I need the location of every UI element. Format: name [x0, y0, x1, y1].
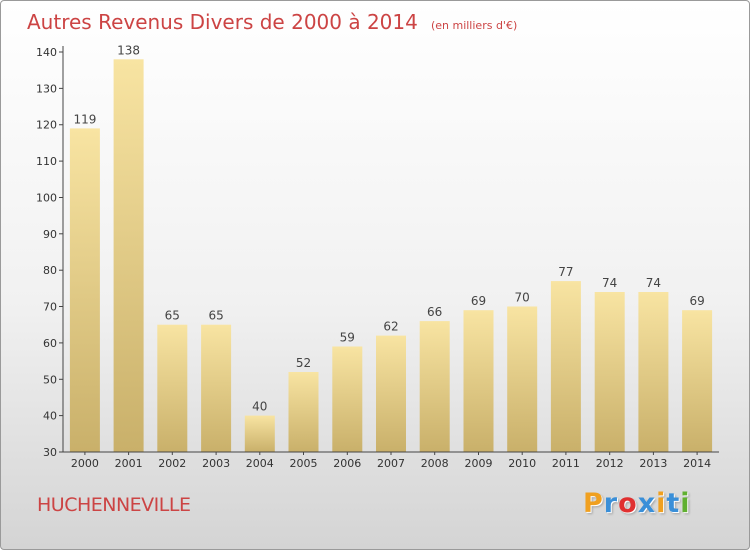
data-label-2010: 70 [515, 291, 530, 305]
bar-2004 [244, 415, 275, 452]
chart-subtitle: (en milliers d'€) [431, 19, 517, 32]
proxiti-logo: Proxiti [583, 488, 691, 519]
y-tick-label-60: 60 [43, 337, 57, 350]
data-label-2006: 59 [340, 331, 355, 345]
data-label-2009: 69 [471, 294, 486, 308]
y-tick-label-80: 80 [43, 264, 57, 277]
y-tick-label-90: 90 [43, 228, 57, 241]
logo-letter: P [583, 488, 604, 519]
x-tick-label-2006: 2006 [333, 457, 361, 470]
data-label-2007: 62 [383, 320, 398, 334]
data-label-2011: 77 [558, 265, 573, 279]
x-tick-label-2012: 2012 [596, 457, 624, 470]
x-tick-label-2014: 2014 [683, 457, 711, 470]
x-tick-label-2007: 2007 [377, 457, 405, 470]
data-label-2012: 74 [602, 276, 617, 290]
logo-letter: t [666, 488, 681, 519]
bar-2002 [157, 324, 188, 452]
x-tick-label-2001: 2001 [115, 457, 143, 470]
bar-2006 [332, 346, 363, 452]
bar-2003 [201, 324, 232, 452]
x-tick-label-2000: 2000 [71, 457, 99, 470]
y-tick-label-130: 130 [36, 82, 57, 95]
bar-2010 [507, 306, 538, 452]
chart-title: Autres Revenus Divers de 2000 à 2014 (en… [27, 10, 517, 34]
data-label-2003: 65 [208, 309, 223, 323]
data-label-2004: 40 [252, 400, 267, 414]
bar-2012 [594, 292, 625, 452]
bar-2005 [288, 372, 319, 452]
axes-group: 2000 2001 2002 2003 2004 2005 2006 2007 2008 2009… [36, 46, 719, 470]
logo-letter: r [603, 488, 619, 519]
data-label-2000: 119 [73, 112, 96, 126]
data-label-2014: 69 [689, 294, 704, 308]
logo-letter: i [656, 488, 667, 519]
bar-2007 [376, 335, 406, 452]
x-tick-label-2010: 2010 [508, 457, 536, 470]
x-tick-label-2013: 2013 [639, 457, 667, 470]
y-tick-label-100: 100 [36, 192, 57, 205]
data-label-2005: 52 [296, 356, 311, 370]
x-tick-label-2009: 2009 [465, 457, 493, 470]
data-label-2008: 66 [427, 305, 442, 319]
x-tick-label-2004: 2004 [246, 457, 274, 470]
bar-2013 [638, 292, 669, 452]
x-tick-label-2011: 2011 [552, 457, 580, 470]
x-tick-label-2002: 2002 [158, 457, 186, 470]
y-tick-label-110: 110 [36, 155, 57, 168]
bars-group: 119 138 65 65 40 52 59 62 66 69 70 77 74 74 69 [69, 43, 713, 453]
y-tick-label-30: 30 [43, 446, 57, 459]
logo-letter: x [637, 488, 657, 519]
data-label-2013: 74 [646, 276, 661, 290]
data-label-2001: 138 [117, 43, 140, 57]
bar-2014 [682, 310, 713, 452]
y-tick-label-50: 50 [43, 373, 57, 386]
bar-2000 [69, 128, 100, 452]
x-tick-label-2003: 2003 [202, 457, 230, 470]
y-tick-label-140: 140 [36, 46, 57, 59]
bar-2011 [550, 281, 581, 452]
data-label-2002: 65 [165, 309, 180, 323]
y-tick-label-40: 40 [43, 410, 57, 423]
commune-name: HUCHENNEVILLE [37, 494, 191, 516]
bar-2008 [419, 321, 450, 452]
bar-2001 [113, 59, 144, 453]
y-tick-label-70: 70 [43, 301, 57, 314]
logo-letter: i [680, 488, 691, 519]
bar-2009 [463, 310, 494, 452]
x-tick-label-2008: 2008 [421, 457, 449, 470]
y-tick-label-120: 120 [36, 119, 57, 132]
chart-title-main: Autres Revenus Divers de 2000 à 2014 [27, 10, 418, 34]
x-tick-label-2005: 2005 [290, 457, 318, 470]
logo-letter: o [618, 488, 638, 519]
